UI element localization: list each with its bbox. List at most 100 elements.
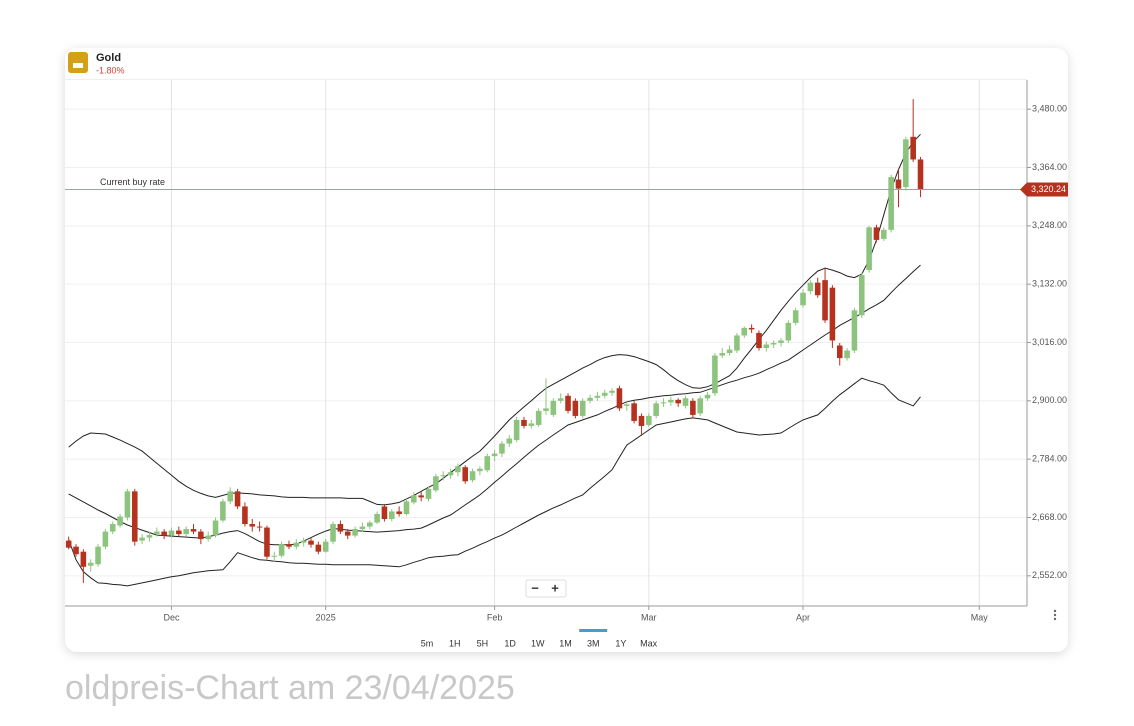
candle-body xyxy=(748,327,755,330)
active-period-indicator xyxy=(579,629,608,632)
candle-body xyxy=(271,555,278,557)
candle-body xyxy=(690,400,696,415)
x-tick-label: Feb xyxy=(487,612,503,622)
candle-body xyxy=(176,530,182,535)
candle-body xyxy=(888,177,894,230)
candle-body xyxy=(433,476,439,491)
buy-rate-label: Current buy rate xyxy=(100,177,165,187)
candle-body xyxy=(139,537,145,541)
candle-body xyxy=(557,398,564,401)
card xyxy=(65,48,1068,652)
candle-body xyxy=(734,335,740,351)
gold-icon xyxy=(68,52,88,73)
band-line xyxy=(68,133,921,506)
candle-body xyxy=(535,410,542,425)
candle-body xyxy=(675,399,681,404)
candle-body xyxy=(469,471,476,481)
candle-body xyxy=(374,513,380,523)
period-button[interactable]: 1M xyxy=(559,638,572,648)
candle-body xyxy=(704,394,711,399)
zoom-box xyxy=(525,579,567,598)
candle-body xyxy=(87,562,94,566)
candle-body xyxy=(594,395,601,398)
zoom-button[interactable]: + xyxy=(551,580,559,595)
candle-body xyxy=(653,403,659,416)
candle-body xyxy=(242,506,248,525)
period-button[interactable]: 5m xyxy=(421,638,434,648)
zoom-button[interactable]: − xyxy=(531,580,539,595)
y-tick-label: 3,480.00 xyxy=(1032,104,1067,114)
candle-body xyxy=(183,529,189,535)
candle-body xyxy=(124,491,131,518)
candle-body xyxy=(638,415,645,426)
candle-body xyxy=(814,282,821,296)
period-button[interactable]: 1H xyxy=(449,638,461,648)
candle-body xyxy=(359,526,366,530)
x-tick-label: 2025 xyxy=(316,612,336,622)
candle-body xyxy=(388,511,395,520)
candle-body xyxy=(65,540,72,548)
x-tick-label: Apr xyxy=(796,612,810,622)
candle-body xyxy=(440,475,446,477)
candle-body xyxy=(778,340,784,343)
candle-body xyxy=(337,524,344,532)
period-button[interactable]: 1D xyxy=(504,638,516,648)
candle-body xyxy=(873,227,880,240)
candle-body xyxy=(829,287,836,341)
candle-body xyxy=(352,529,358,536)
y-tick-label: 2,784.00 xyxy=(1032,454,1067,464)
menu-dot[interactable] xyxy=(1053,609,1057,613)
candle-body xyxy=(396,511,402,514)
candle-body xyxy=(190,529,197,532)
candle-body xyxy=(903,139,909,188)
period-button[interactable]: Max xyxy=(640,638,658,648)
candle-body xyxy=(447,472,454,476)
candle-body xyxy=(579,400,586,416)
y-tick-label: 2,668.00 xyxy=(1032,512,1067,522)
candle-body xyxy=(587,397,593,401)
y-tick-label: 3,132.00 xyxy=(1032,279,1067,289)
candle-body xyxy=(836,345,843,359)
candle-body xyxy=(286,544,292,547)
candle-body xyxy=(73,546,79,555)
candle-body xyxy=(234,491,241,507)
candle-body xyxy=(411,495,417,503)
candle-body xyxy=(800,292,806,306)
candle-body xyxy=(330,524,336,542)
candle-body xyxy=(462,467,469,482)
candle-body xyxy=(895,179,902,189)
candle-body xyxy=(403,501,410,514)
candle-body xyxy=(565,395,571,411)
candle-body xyxy=(770,343,777,345)
candle-body xyxy=(601,392,608,396)
candle-body xyxy=(866,227,872,271)
candle-body xyxy=(491,453,498,457)
candle-body xyxy=(917,159,924,190)
gold-icon-bars xyxy=(73,63,83,68)
candle-body xyxy=(315,544,322,552)
y-tick-label: 2,900.00 xyxy=(1032,395,1067,405)
candle-body xyxy=(131,491,138,542)
instrument-title: Gold xyxy=(96,52,121,64)
candle-body xyxy=(712,355,718,394)
candle-body xyxy=(682,398,689,406)
candle-body xyxy=(484,456,491,471)
period-button[interactable]: 5H xyxy=(477,638,489,648)
candle-body xyxy=(198,531,204,540)
candle-body xyxy=(858,275,865,316)
period-button[interactable]: 1W xyxy=(531,638,545,648)
candle-body xyxy=(668,399,674,403)
menu-dot[interactable] xyxy=(1053,613,1057,617)
candle-body xyxy=(161,531,167,536)
candle-body xyxy=(763,344,770,349)
candle-body xyxy=(146,535,153,538)
candle-body xyxy=(381,506,388,520)
period-button[interactable]: 3M xyxy=(587,638,600,648)
menu-dot[interactable] xyxy=(1053,617,1057,621)
candle-body xyxy=(528,423,535,426)
candle-body xyxy=(264,527,270,557)
candle-body xyxy=(756,332,762,349)
candle-body xyxy=(792,310,799,323)
period-button[interactable]: 1Y xyxy=(615,638,626,648)
